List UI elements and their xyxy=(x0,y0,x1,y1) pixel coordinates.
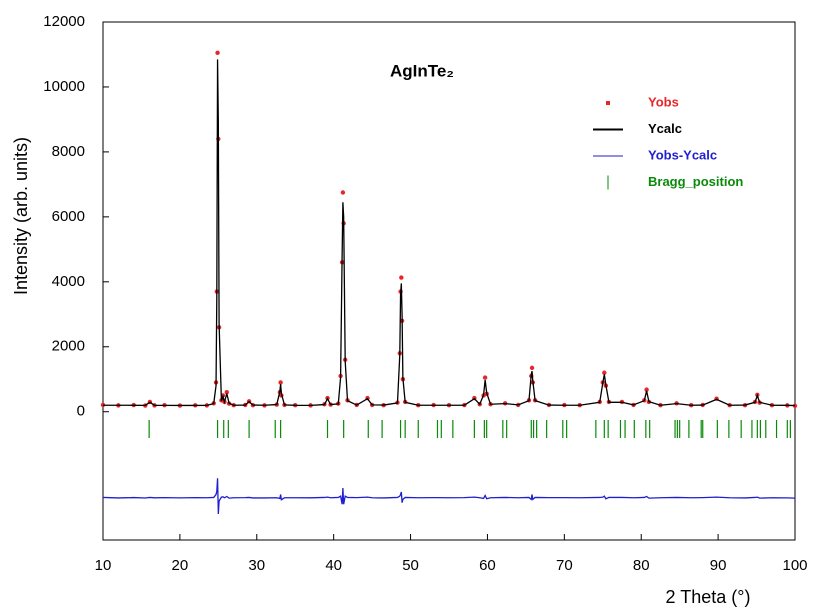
y-tick-label: 8000 xyxy=(52,143,85,160)
x-tick-label: 50 xyxy=(402,557,419,574)
obs-point xyxy=(278,380,283,385)
legend-text: Ycalc xyxy=(648,121,682,136)
obs-point xyxy=(529,365,535,371)
y-tick-label: 0 xyxy=(77,403,85,420)
obs-point xyxy=(224,390,229,395)
obs-point xyxy=(215,50,220,56)
y-tick-label: 12000 xyxy=(43,13,85,30)
y-tick-label: 4000 xyxy=(52,273,85,290)
plot-frame xyxy=(102,21,796,541)
series-line xyxy=(102,478,796,515)
y-tick-label: 6000 xyxy=(52,208,85,225)
obs-point xyxy=(602,370,607,375)
legend-text: Yobs xyxy=(648,94,679,109)
x-tick-label: 80 xyxy=(633,557,650,574)
y-axis-label: Intensity (arb. units) xyxy=(11,137,31,295)
y-tick-label: 2000 xyxy=(52,338,85,355)
x-tick-label: 90 xyxy=(710,557,727,574)
obs-point xyxy=(340,190,346,195)
obs-point xyxy=(399,275,404,280)
x-axis-label: 2 Theta (°) xyxy=(666,587,751,607)
legend-marker xyxy=(606,101,610,105)
legend-text: Bragg_position xyxy=(648,174,743,189)
x-tick-label: 40 xyxy=(325,557,342,574)
series-line xyxy=(103,59,796,407)
y-tick-label: 10000 xyxy=(43,78,85,95)
x-tick-label: 10 xyxy=(95,557,112,574)
chart-title: AgInTe₂ xyxy=(390,61,454,80)
obs-point xyxy=(792,403,798,409)
obs-point xyxy=(482,375,488,380)
x-tick-label: 60 xyxy=(479,557,496,574)
x-tick-label: 20 xyxy=(172,557,189,574)
x-tick-label: 100 xyxy=(782,557,807,574)
x-tick-label: 70 xyxy=(556,557,573,574)
x-tick-label: 30 xyxy=(248,557,265,574)
obs-point xyxy=(644,387,649,392)
legend-text: Yobs-Ycalc xyxy=(648,147,717,162)
